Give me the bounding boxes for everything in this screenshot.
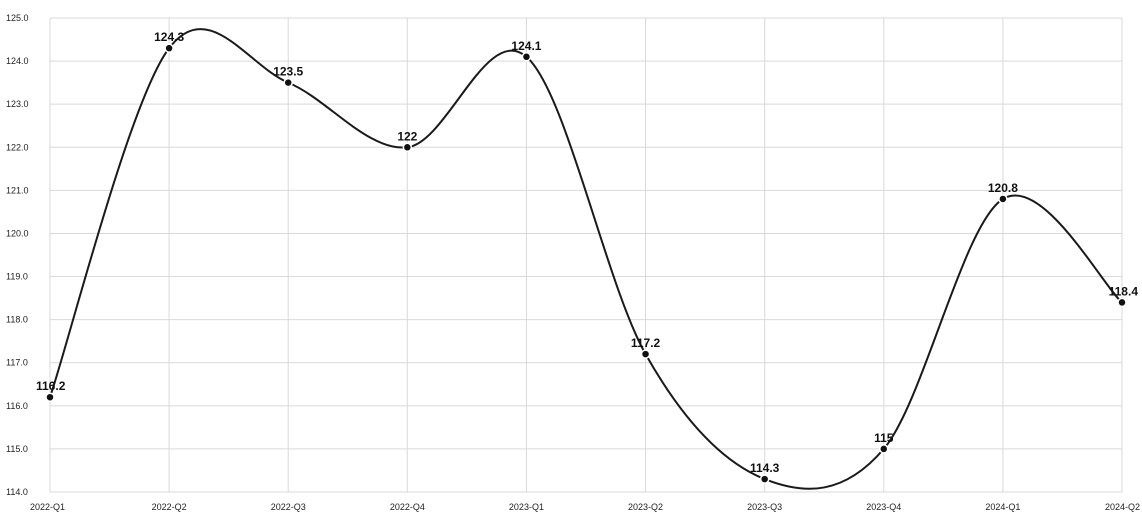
point-layer	[45, 43, 1127, 484]
data-point	[164, 43, 174, 53]
x-tick-label: 2024-Q2	[1105, 502, 1140, 512]
x-tick-label: 2022-Q4	[390, 502, 425, 512]
y-tick-label: 123.0	[6, 99, 29, 109]
y-tick-label: 121.0	[6, 185, 29, 195]
x-tick-label: 2023-Q2	[628, 502, 663, 512]
data-label: 124.3	[154, 30, 184, 44]
data-label: 123.5	[273, 65, 303, 79]
y-tick-label: 119.0	[6, 272, 28, 282]
y-tick-label: 114.0	[6, 487, 28, 497]
data-label: 122	[397, 129, 417, 143]
data-label: 124.1	[511, 39, 541, 53]
x-tick-label: 2022-Q1	[30, 502, 65, 512]
y-tick-label: 120.0	[6, 228, 29, 238]
data-label: 116.2	[36, 379, 66, 393]
data-point	[521, 52, 532, 62]
x-tick-label: 2023-Q1	[509, 502, 544, 512]
data-label: 115	[874, 431, 894, 445]
y-tick-label: 124.0	[6, 56, 29, 66]
data-label: 118.4	[1109, 284, 1139, 298]
x-tick-label: 2022-Q3	[271, 502, 306, 512]
y-axis-ticks: 114.0 115.0 116.0 117.0 118.0 119.0 120.0 121.0…	[6, 13, 29, 497]
data-point	[640, 349, 651, 359]
y-tick-label: 118.0	[6, 315, 28, 325]
y-tick-label: 115.0	[6, 444, 28, 454]
data-point	[998, 194, 1008, 204]
data-point	[45, 392, 55, 402]
x-tick-label: 2022-Q2	[152, 502, 187, 512]
x-tick-label: 2023-Q3	[747, 502, 782, 512]
y-tick-label: 116.0	[6, 401, 28, 411]
data-label: 120.8	[988, 181, 1018, 195]
series-layer	[49, 28, 1123, 490]
y-tick-label: 122.0	[6, 142, 29, 152]
series-line	[49, 28, 1123, 490]
data-label: 114.3	[750, 461, 780, 475]
y-tick-label: 125.0	[6, 13, 29, 23]
x-tick-label: 2024-Q1	[985, 502, 1020, 512]
x-tick-label: 2023-Q4	[866, 502, 901, 512]
data-label-layer: 116.2 124.3 123.5 122 124.1 117.2 114.3 115 120.…	[36, 30, 1138, 475]
data-point	[283, 77, 293, 88]
y-tick-label: 117.0	[6, 358, 28, 368]
x-axis-ticks: 2022-Q1 2022-Q2 2022-Q3 2022-Q4 2023-Q1 2023-…	[30, 502, 1140, 512]
data-point	[402, 142, 413, 153]
data-point	[759, 474, 770, 484]
data-point	[879, 444, 889, 454]
data-label: 117.2	[631, 336, 661, 350]
data-point	[1117, 297, 1127, 308]
grid-layer	[49, 17, 1123, 493]
